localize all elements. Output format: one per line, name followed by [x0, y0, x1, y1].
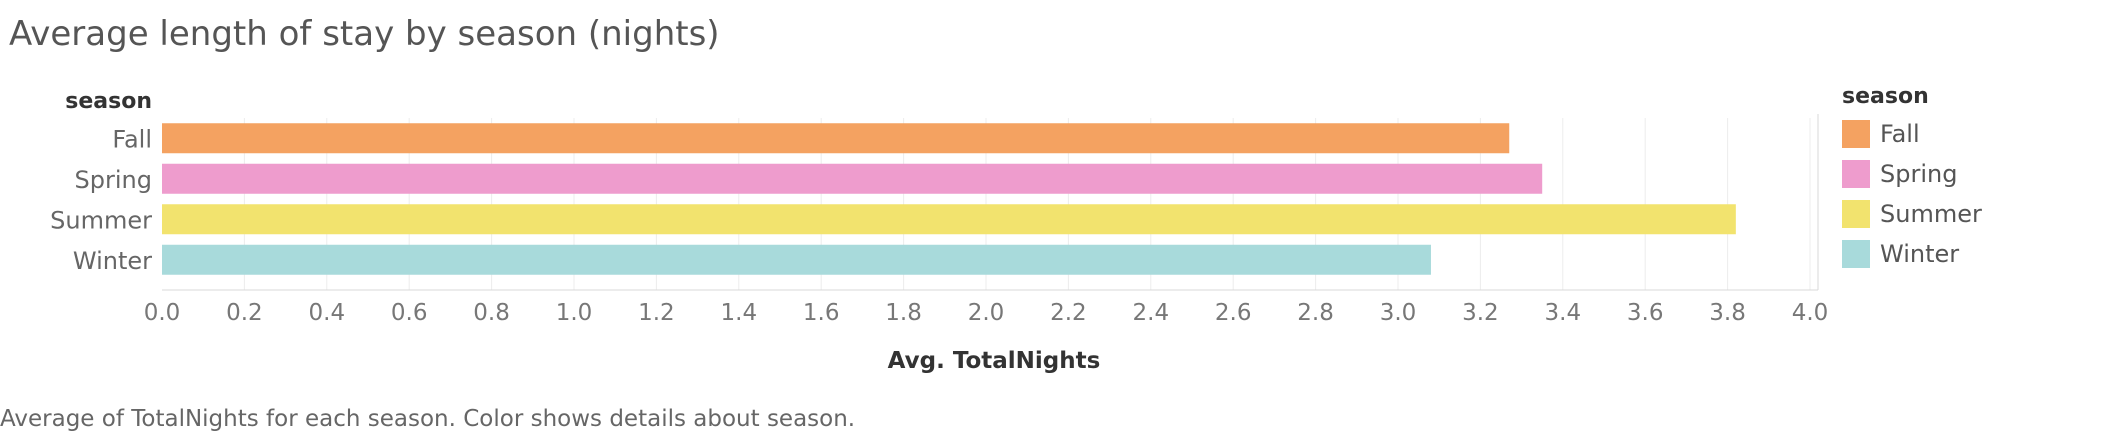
x-axis-title: Avg. TotalNights	[888, 348, 1101, 374]
legend-label: Summer	[1880, 200, 1982, 228]
x-tick-label: 4.0	[1792, 300, 1829, 326]
legend-item-spring[interactable]: Spring	[1842, 154, 1982, 194]
x-tick-label: 3.2	[1462, 300, 1499, 326]
x-tick-label: 2.6	[1215, 300, 1252, 326]
x-tick-label: 0.2	[226, 300, 263, 326]
legend-title: season	[1842, 84, 1929, 109]
x-tick-label: 3.0	[1380, 300, 1417, 326]
legend-swatch	[1842, 200, 1870, 228]
category-label-fall: Fall	[112, 125, 152, 153]
x-tick-label: 1.0	[556, 300, 593, 326]
legend-label: Spring	[1880, 160, 1958, 188]
x-tick-label: 2.4	[1133, 300, 1170, 326]
category-label-summer: Summer	[50, 206, 152, 234]
x-tick-label: 0.8	[473, 300, 510, 326]
legend-label: Winter	[1880, 240, 1960, 268]
legend-item-winter[interactable]: Winter	[1842, 234, 1982, 274]
x-tick-label: 3.4	[1545, 300, 1582, 326]
category-label-winter: Winter	[73, 247, 152, 275]
legend-item-fall[interactable]: Fall	[1842, 114, 1982, 154]
chart-caption: Average of TotalNights for each season. …	[0, 406, 856, 432]
x-tick-label: 2.2	[1050, 300, 1087, 326]
category-label-spring: Spring	[75, 166, 152, 194]
x-tick-label: 2.8	[1297, 300, 1334, 326]
x-tick-label: 3.8	[1709, 300, 1746, 326]
x-tick-label: 2.0	[968, 300, 1005, 326]
legend: season Fall Spring Summer Winter	[1842, 84, 1982, 274]
x-tick-label: 1.8	[885, 300, 922, 326]
legend-items: Fall Spring Summer Winter	[1842, 114, 1982, 274]
bar-winter	[162, 244, 1431, 275]
x-tick-label: 3.6	[1627, 300, 1664, 326]
row-header: season	[65, 89, 152, 114]
bar-spring	[162, 163, 1543, 194]
x-tick-label: 0.4	[309, 300, 346, 326]
legend-item-summer[interactable]: Summer	[1842, 194, 1982, 234]
x-tick-label: 1.2	[638, 300, 675, 326]
legend-swatch	[1842, 160, 1870, 188]
chart-title: Average length of stay by season (nights…	[9, 14, 720, 54]
legend-swatch	[1842, 240, 1870, 268]
x-tick-label: 0.6	[391, 300, 428, 326]
x-tick-label: 0.0	[144, 300, 181, 326]
x-tick-label: 1.4	[721, 300, 758, 326]
x-tick-label: 1.6	[803, 300, 840, 326]
legend-label: Fall	[1880, 120, 1920, 148]
bar-summer	[162, 204, 1736, 235]
bar-fall	[162, 123, 1510, 154]
legend-swatch	[1842, 120, 1870, 148]
